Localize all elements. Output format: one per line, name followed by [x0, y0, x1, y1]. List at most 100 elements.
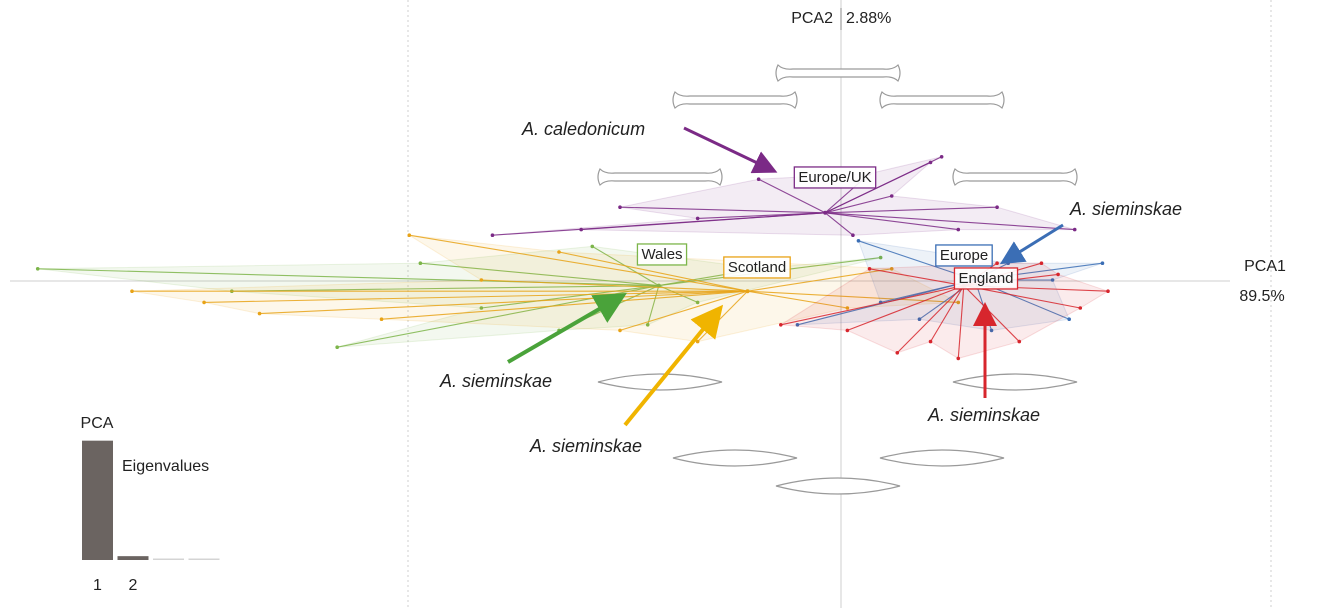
- annotation: A. sieminskae: [1069, 199, 1182, 219]
- data-point: [335, 345, 339, 350]
- arrow: [999, 223, 1064, 265]
- shape-outline: [775, 477, 901, 495]
- spoke: [619, 290, 748, 331]
- group-label-text: Europe: [940, 247, 988, 264]
- spoke: [896, 285, 965, 354]
- data-point: [845, 328, 850, 333]
- data-point: [956, 300, 961, 305]
- shape-outline: [952, 167, 1078, 187]
- inset-title: PCA: [81, 415, 114, 432]
- y-axis-label: PCA2: [791, 10, 833, 27]
- data-point: [590, 244, 595, 249]
- data-point: [878, 255, 883, 260]
- data-point: [407, 233, 412, 237]
- inset-label: Eigenvalues: [122, 458, 209, 475]
- data-point: [956, 227, 961, 232]
- spoke: [481, 285, 659, 309]
- data-point: [928, 160, 933, 165]
- spoke: [647, 285, 660, 325]
- centroid: [823, 210, 828, 215]
- eigenvalue-inset: PCA Eigenvalues 1 2: [81, 415, 220, 594]
- data-point: [779, 323, 783, 327]
- spoke: [558, 251, 748, 292]
- data-point: [889, 267, 894, 271]
- spoke: [420, 262, 659, 287]
- data-point: [889, 194, 894, 198]
- spoke: [780, 285, 964, 326]
- data-point: [130, 289, 134, 294]
- x-tick-label: 2: [129, 577, 138, 594]
- spoke: [824, 161, 931, 214]
- data-point: [202, 300, 206, 305]
- spoke: [231, 285, 659, 292]
- data-point: [257, 311, 262, 316]
- data-point: [557, 250, 561, 254]
- group-label-text: England: [958, 270, 1013, 287]
- shape-outline: [672, 449, 798, 467]
- shape-outline: [672, 90, 798, 110]
- annotation: A. sieminskae: [529, 436, 642, 456]
- bar: [117, 556, 149, 560]
- group-label: England: [953, 267, 1019, 290]
- group-label-box: [723, 256, 791, 279]
- arrow: [506, 292, 627, 364]
- group-label-text: Europe/UK: [798, 169, 871, 186]
- x-axis-label: PCA1: [1244, 258, 1286, 275]
- group-label-text: Scotland: [728, 259, 786, 276]
- spoke: [259, 290, 748, 315]
- data-point: [1017, 339, 1022, 344]
- spoke: [824, 212, 854, 236]
- group-label-box: [953, 267, 1019, 290]
- data-point: [695, 216, 700, 221]
- spoke: [825, 206, 998, 214]
- y-variance: 2.88%: [846, 10, 891, 27]
- spoke: [381, 290, 748, 320]
- spoke: [758, 178, 826, 214]
- annotation: A. sieminskae: [439, 371, 552, 391]
- data-point: [1050, 278, 1055, 282]
- data-point: [1072, 227, 1077, 232]
- group-label: Europe: [935, 244, 993, 267]
- shape-outline: [879, 90, 1005, 110]
- spoke: [581, 212, 826, 231]
- data-point: [856, 239, 861, 243]
- data-point: [851, 233, 855, 237]
- data-point: [579, 227, 583, 232]
- group-label-box: [793, 166, 877, 189]
- data-point: [995, 205, 999, 209]
- shape-outline: [775, 63, 901, 83]
- x-tick-label: 1: [93, 577, 102, 594]
- spoke: [481, 279, 748, 292]
- arrow: [623, 304, 724, 427]
- data-point: [618, 328, 622, 333]
- spoke: [619, 206, 826, 214]
- data-point: [1078, 306, 1083, 310]
- spoke: [825, 195, 892, 214]
- data-point: [956, 356, 961, 361]
- layout: [10, 0, 1272, 608]
- spoke: [825, 212, 1075, 231]
- arrows: [506, 126, 1064, 427]
- data-point: [928, 339, 933, 344]
- data-point: [490, 233, 495, 237]
- data-point: [418, 261, 423, 266]
- bar: [153, 558, 184, 560]
- data-point: [695, 300, 700, 305]
- shape-outlines: [597, 63, 1078, 495]
- spoke: [204, 290, 748, 303]
- spoke: [409, 234, 748, 292]
- data-point: [1106, 289, 1110, 294]
- group-label-box: [636, 243, 688, 266]
- data-point: [756, 177, 761, 181]
- data-point: [695, 339, 700, 344]
- shape-outline: [597, 167, 723, 187]
- spoke: [930, 285, 965, 342]
- spoke: [747, 290, 848, 309]
- centroid: [745, 289, 750, 294]
- spoke: [957, 285, 965, 359]
- bar: [188, 558, 220, 560]
- data-point: [379, 317, 384, 322]
- data-point: [618, 205, 622, 209]
- group-label: Scotland: [723, 256, 791, 279]
